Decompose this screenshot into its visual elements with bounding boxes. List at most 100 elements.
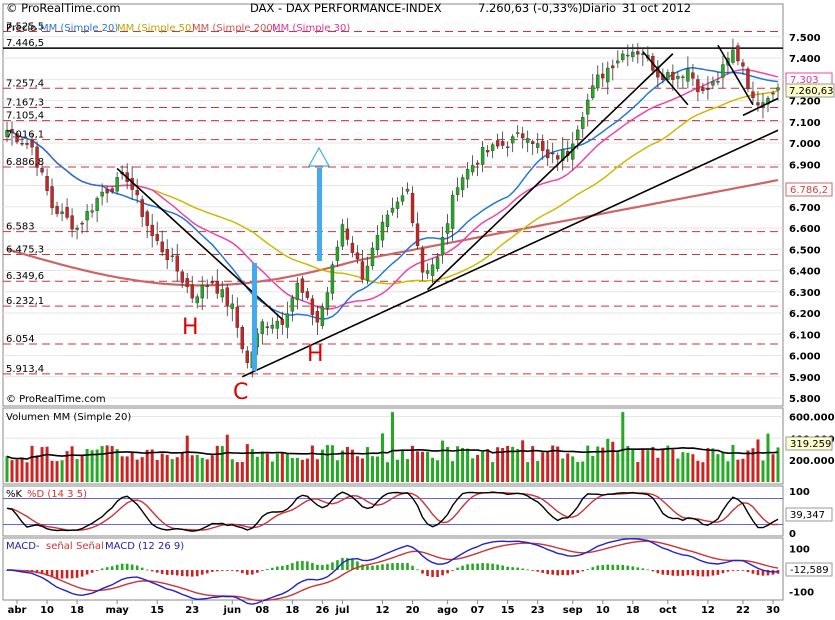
price-tick-label: 6.100 bbox=[789, 330, 821, 341]
macd-histogram-bar bbox=[416, 569, 419, 571]
macd-histogram-bar bbox=[55, 570, 59, 579]
stoch-tick-label: 0 bbox=[789, 529, 796, 540]
macd-histogram-bar bbox=[256, 570, 259, 573]
macd-histogram-bar bbox=[426, 570, 429, 577]
legend-precio: Precio bbox=[6, 23, 36, 34]
macd-histogram-bar bbox=[576, 570, 580, 574]
volume-bar bbox=[566, 453, 570, 482]
macd-histogram-bar bbox=[591, 567, 595, 570]
macd-histogram-bar bbox=[701, 570, 705, 577]
volume-bar bbox=[170, 459, 174, 482]
chart-title: DAX - DAX PERFORMANCE-INDEX bbox=[250, 1, 442, 15]
x-tick-label: 22 bbox=[736, 605, 750, 616]
volume-bar bbox=[481, 451, 485, 482]
volume-bar bbox=[325, 445, 329, 482]
candle-body bbox=[15, 133, 19, 143]
price-tick-label: 6.000 bbox=[789, 352, 821, 363]
macd-histogram-bar bbox=[586, 569, 590, 570]
level-label: 6.232,1 bbox=[6, 296, 44, 307]
candle-body bbox=[551, 152, 555, 155]
x-tick-label: oct bbox=[659, 605, 677, 616]
pullback-line-a bbox=[642, 51, 689, 106]
volume-bar bbox=[300, 459, 304, 482]
volume-bar bbox=[471, 458, 475, 482]
macd-params-title: MACD (12 26 9) bbox=[105, 541, 184, 552]
candle-body bbox=[360, 261, 365, 280]
macd-histogram-bar bbox=[571, 570, 575, 575]
volume-bar bbox=[220, 446, 224, 482]
macd-histogram-bar bbox=[486, 563, 489, 570]
candle-body bbox=[505, 146, 510, 148]
candle-body bbox=[190, 284, 194, 299]
volume-bar bbox=[621, 412, 625, 482]
macd-histogram-bar bbox=[281, 565, 284, 570]
uptrend-channel-line bbox=[426, 53, 674, 291]
macd-histogram-bar bbox=[220, 570, 224, 571]
candle-body bbox=[556, 155, 560, 160]
macd-histogram-bar bbox=[175, 570, 179, 576]
candle-body bbox=[731, 49, 735, 63]
macd-histogram-bar bbox=[696, 570, 700, 577]
volume-bar bbox=[380, 433, 384, 482]
volume-bar bbox=[370, 456, 374, 482]
volume-bar bbox=[701, 462, 705, 482]
volume-bar bbox=[385, 462, 389, 482]
macd-histogram-bar bbox=[316, 564, 319, 570]
macd-histogram-bar bbox=[130, 564, 134, 570]
candle-body bbox=[776, 87, 780, 91]
candle-body bbox=[736, 45, 740, 62]
macd-histogram-bar bbox=[366, 565, 369, 570]
macd-histogram-bar bbox=[476, 563, 479, 570]
volume-bar bbox=[646, 450, 650, 482]
volume-bar bbox=[451, 461, 455, 482]
macd-histogram-bar bbox=[95, 570, 99, 571]
volume-ma-title: MM (Simple 20) bbox=[53, 412, 131, 423]
stoch-value-box: 39,347 bbox=[785, 507, 833, 522]
volume-bar bbox=[270, 461, 274, 482]
price-legend: Precio MM (Simple 20) MM (Simple 50) MM … bbox=[6, 23, 350, 34]
volume-bar bbox=[501, 448, 505, 482]
volume-bar bbox=[65, 451, 69, 482]
volume-bar bbox=[155, 460, 159, 482]
candle-body bbox=[671, 71, 675, 80]
price-tick-label: 6.700 bbox=[789, 203, 821, 214]
macd-histogram-bar bbox=[301, 560, 304, 570]
candle-body bbox=[60, 211, 64, 214]
macd-histogram-bar bbox=[766, 570, 770, 576]
volume-bar bbox=[70, 446, 74, 482]
volume-bar bbox=[571, 456, 575, 482]
volume-bar bbox=[85, 448, 89, 482]
volume-bar bbox=[676, 458, 680, 482]
macd-histogram-bar bbox=[155, 570, 159, 573]
volume-bar bbox=[375, 456, 379, 482]
level-label: 7.525,5 bbox=[6, 21, 44, 32]
mm200-value-box: 6.786,2 bbox=[785, 182, 833, 197]
candle-body bbox=[30, 140, 34, 148]
svg-text:39,347: 39,347 bbox=[790, 510, 825, 521]
volume-bar bbox=[536, 461, 540, 482]
macd-histogram-bar bbox=[160, 570, 164, 574]
macd-histogram-bar bbox=[411, 565, 414, 570]
macd-histogram-bar bbox=[531, 570, 534, 571]
stoch-k-line bbox=[6, 491, 779, 532]
candle-body bbox=[20, 143, 24, 145]
volume-bar bbox=[576, 461, 580, 482]
candle-body bbox=[596, 74, 600, 89]
macd-histogram-bar bbox=[215, 570, 219, 572]
macd-histogram-bar bbox=[135, 565, 139, 570]
measure-bar-left bbox=[252, 263, 257, 371]
stoch-tick-label: 100 bbox=[789, 487, 810, 498]
candle-body bbox=[170, 255, 174, 258]
x-tick-label: 23 bbox=[185, 605, 199, 616]
candle-body bbox=[696, 79, 700, 93]
candle-body bbox=[385, 214, 390, 227]
legend-mm200: MM (Simple 200) bbox=[192, 23, 277, 34]
macd-histogram-bar bbox=[291, 563, 294, 570]
volume-bar bbox=[476, 454, 480, 482]
volume-bar bbox=[290, 458, 294, 482]
candle-body bbox=[300, 278, 305, 293]
macd-histogram-bar bbox=[261, 570, 264, 571]
macd-histogram-bar bbox=[471, 563, 474, 570]
macd-histogram-bar bbox=[80, 570, 84, 577]
volume-bar bbox=[35, 455, 39, 482]
